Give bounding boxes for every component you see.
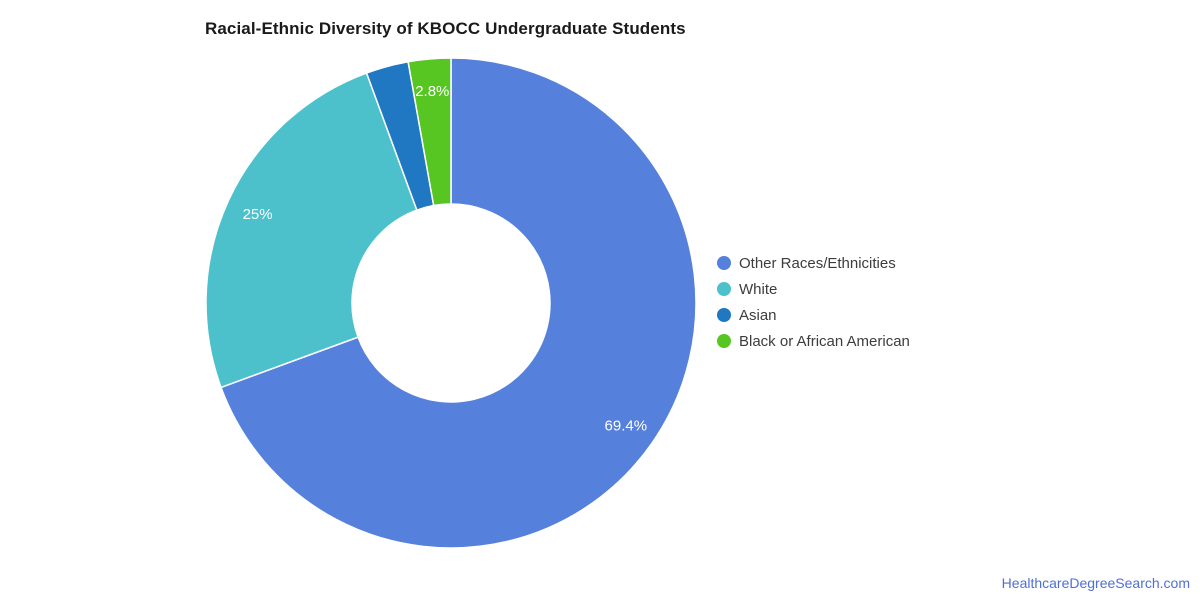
legend-swatch-icon	[717, 334, 731, 348]
slice-value-label-1: 25%	[243, 206, 273, 223]
pie-slice-1[interactable]	[205, 72, 418, 389]
legend-item-2[interactable]: Asian	[717, 302, 910, 328]
footer-link[interactable]: HealthcareDegreeSearch.com	[1001, 575, 1190, 591]
pie-slice-0[interactable]	[220, 57, 697, 549]
legend-swatch-icon	[717, 308, 731, 322]
legend-item-label: White	[739, 280, 778, 298]
legend: Other Races/Ethnicities White Asian Black o…	[717, 250, 910, 354]
slice-value-label-3: 2.8%	[415, 83, 449, 100]
legend-item-0[interactable]: Other Races/Ethnicities	[717, 250, 910, 276]
slice-value-label-0: 69.4%	[605, 417, 648, 434]
legend-swatch-icon	[717, 256, 731, 270]
legend-item-label: Black or African American	[739, 332, 910, 350]
legend-item-1[interactable]: White	[717, 276, 910, 302]
legend-item-label: Other Races/Ethnicities	[739, 254, 896, 272]
legend-item-label: Asian	[739, 306, 777, 324]
legend-swatch-icon	[717, 282, 731, 296]
legend-item-3[interactable]: Black or African American	[717, 328, 910, 354]
chart-title: Racial-Ethnic Diversity of KBOCC Undergr…	[205, 19, 686, 38]
pie-slice-3[interactable]	[407, 57, 452, 207]
